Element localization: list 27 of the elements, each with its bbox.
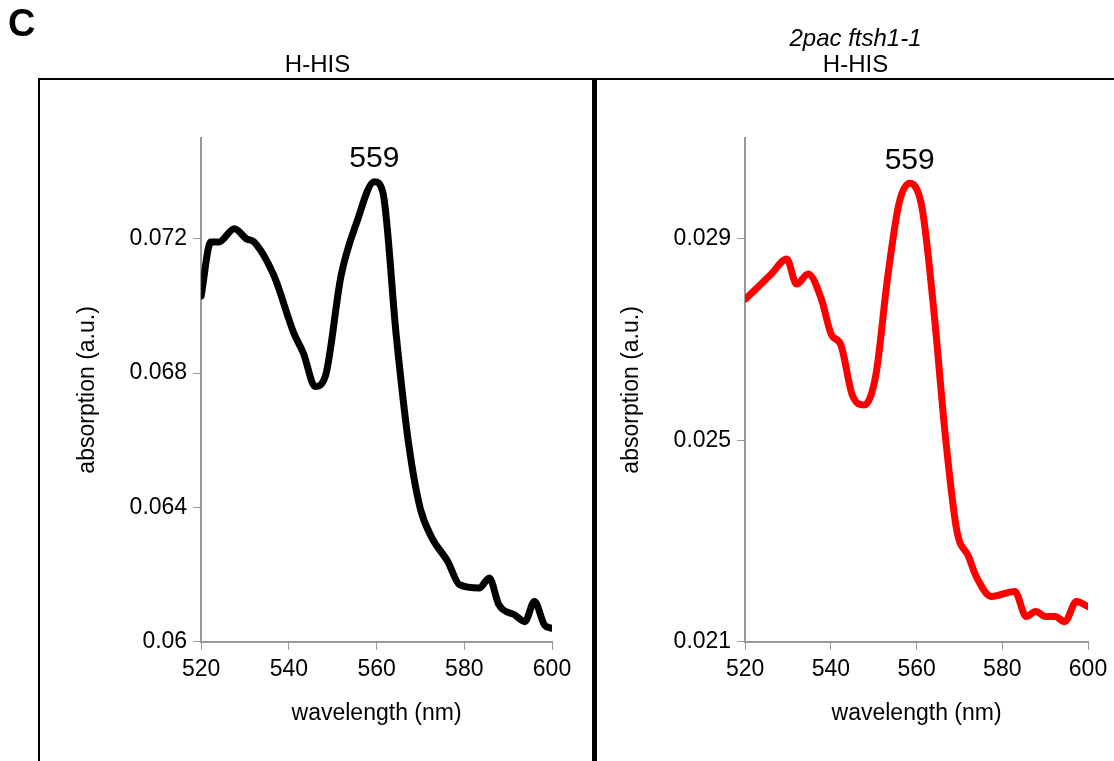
x-tick-label: 600 (532, 654, 572, 681)
y-tick-label: 0.068 (129, 358, 188, 385)
x-tick-label: 580 (983, 654, 1022, 681)
annotation: 559 (884, 141, 935, 175)
x-tick-label: 560 (357, 654, 396, 681)
y-axis-title: absorption (a.u.) (617, 306, 644, 474)
y-tick-label: 0.072 (129, 224, 188, 251)
x-tick-label: 540 (269, 654, 309, 681)
y-tick-label: 0.064 (129, 492, 188, 519)
text: C (8, 2, 36, 45)
x-tick-label: 600 (1068, 654, 1108, 681)
annotation: 559 (349, 139, 400, 173)
y-tick-label: 0.06 (142, 627, 188, 654)
x-axis-title: wavelength (nm) (830, 698, 1002, 725)
chart-title: 2pac ftsh1-1 (788, 24, 923, 52)
y-tick-label: 0.021 (673, 627, 732, 654)
x-tick-label: 520 (725, 654, 765, 681)
x-tick-label: 540 (811, 654, 851, 681)
x-axis-title: wavelength (nm) (290, 698, 462, 725)
x-tick-label: 520 (181, 654, 221, 681)
chart-title: H-HIS (283, 50, 352, 78)
chart-subtitle: H-HIS (822, 50, 890, 78)
y-tick-label: 0.029 (673, 224, 732, 251)
y-axis-title: absorption (a.u.) (73, 306, 100, 474)
x-tick-label: 580 (445, 654, 484, 681)
x-tick-label: 560 (897, 654, 936, 681)
y-tick-label: 0.025 (673, 425, 732, 452)
